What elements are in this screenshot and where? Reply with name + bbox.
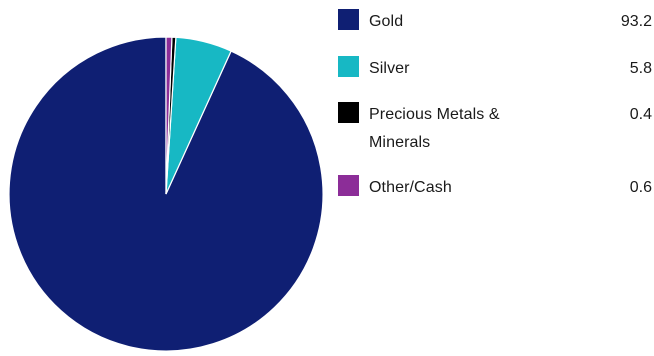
legend-value-precious-metals: 0.4 bbox=[629, 106, 652, 123]
legend-label-precious-metals-line1: Precious Metals & bbox=[369, 106, 500, 123]
legend-swatch-silver bbox=[338, 56, 359, 77]
legend-label-silver: Silver bbox=[369, 60, 410, 77]
legend-item-other-cash: Other/Cash 0.6 bbox=[338, 170, 654, 200]
legend-swatch-precious-metals bbox=[338, 102, 359, 123]
legend-value-other-cash: 0.6 bbox=[629, 179, 652, 196]
legend-value-silver: 5.8 bbox=[629, 60, 652, 77]
legend-value-gold: 93.2 bbox=[620, 13, 652, 30]
legend-label-precious-metals: Precious Metals & Minerals bbox=[369, 101, 569, 157]
pie-chart bbox=[8, 36, 324, 352]
legend-item-gold: Gold 93.2 bbox=[338, 4, 654, 34]
legend-item-silver: Silver 5.8 bbox=[338, 51, 654, 81]
legend-label-gold: Gold bbox=[369, 13, 404, 30]
legend-swatch-other-cash bbox=[338, 175, 359, 196]
legend-swatch-gold bbox=[338, 9, 359, 30]
legend-item-precious-metals: Precious Metals & Minerals 0.4 bbox=[338, 97, 654, 155]
legend-label-other-cash: Other/Cash bbox=[369, 179, 452, 196]
legend-label-precious-metals-line2: Minerals bbox=[369, 134, 431, 151]
pie-slice-other-cash bbox=[165, 36, 173, 195]
